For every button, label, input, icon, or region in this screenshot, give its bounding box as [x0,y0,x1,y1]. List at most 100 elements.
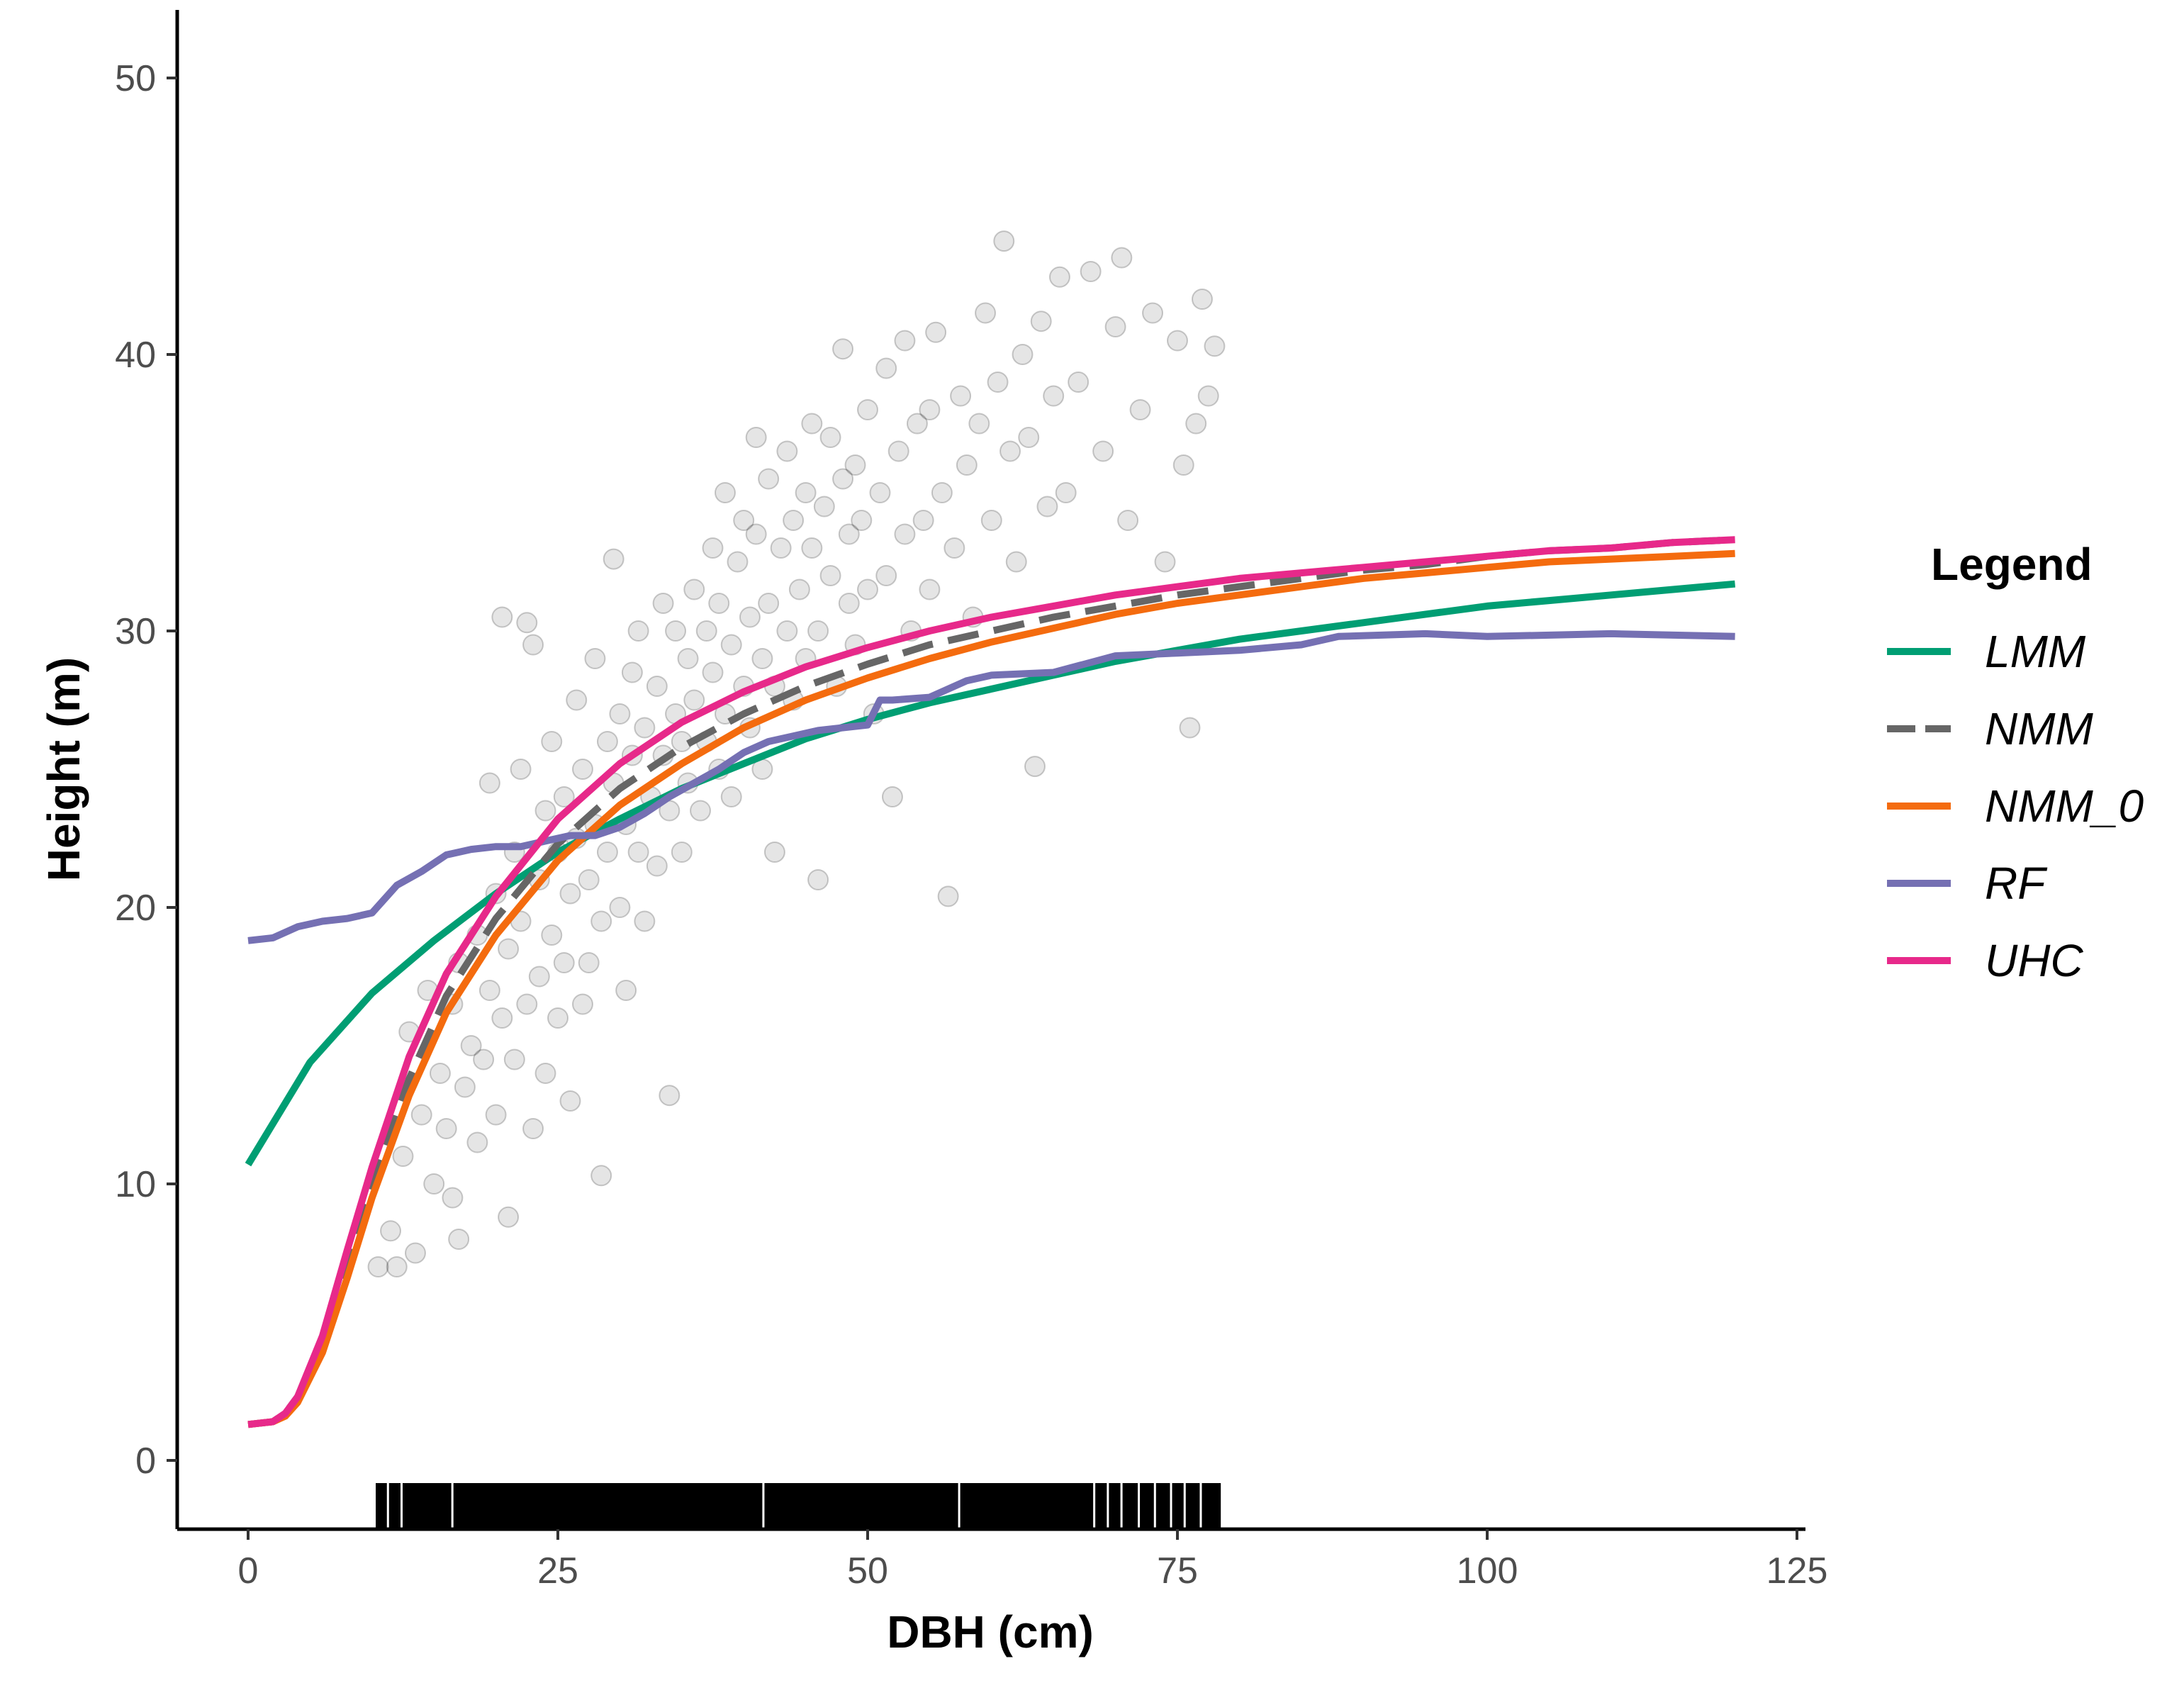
data-point [547,1007,569,1029]
data-point [516,993,538,1015]
data-point [1055,482,1077,503]
data-point [404,1242,426,1264]
x-axis-title: DBH (cm) [887,1606,1094,1657]
data-point [838,593,860,614]
data-point [1005,551,1027,573]
data-point [807,869,829,890]
data-point [615,980,637,1001]
data-point [671,842,693,863]
data-point [987,371,1009,393]
data-point [844,454,866,476]
data-point [776,620,798,642]
data-point [498,938,520,960]
rug-gap [1199,1483,1202,1528]
y-axis-title: Height (m) [38,657,89,881]
data-point [392,1146,414,1167]
data-point [690,800,712,822]
data-point [980,510,1002,531]
data-point [559,883,581,905]
data-point [590,910,612,932]
x-tick-label: 50 [847,1550,888,1592]
data-point [522,1118,544,1139]
data-point [1129,399,1151,420]
data-point [999,440,1021,462]
rug-band [376,1483,1221,1528]
data-point [646,676,668,697]
data-point [1043,385,1065,407]
data-point [912,510,934,531]
legend: Legend LMM NMM NMM_0 RF UHC [1887,539,2144,986]
data-point [380,1220,402,1242]
data-point [1179,717,1201,739]
data-point [1036,496,1058,518]
data-point [993,230,1015,252]
legend-items: LMM NMM NMM_0 RF UHC [1887,626,2144,986]
data-point [813,496,835,518]
data-point [776,440,798,462]
data-point [720,786,742,807]
rug-gap [958,1483,961,1528]
data-point [1104,316,1126,337]
data-point [720,634,742,656]
data-point [788,578,810,600]
data-point [478,980,500,1001]
data-point [1030,311,1052,332]
data-point [429,1063,451,1084]
rug-gap [1153,1483,1156,1528]
data-point [857,578,878,600]
data-point [906,413,928,435]
legend-label: UHC [1985,935,2083,986]
data-point [975,302,997,324]
x-tick-label: 100 [1457,1550,1518,1592]
data-point [541,731,563,752]
data-point [683,689,705,711]
legend-label: RF [1985,858,2048,909]
data-point [522,634,544,656]
data-point [1111,247,1133,269]
data-point [702,537,724,559]
rug-gap [762,1483,765,1528]
data-point [473,1049,495,1070]
data-point [1012,344,1034,365]
series-line-nmm-0 [247,549,1735,1428]
series-line-uhc [247,536,1735,1428]
data-point [1068,371,1090,393]
data-point [695,620,717,642]
y-tick-label: 20 [115,888,156,929]
data-point [652,593,674,614]
data-point [1018,427,1040,448]
data-point [819,565,841,586]
data-point [1167,330,1188,352]
data-point [578,952,600,973]
data-point [925,321,947,343]
data-point [627,842,649,863]
data-point [541,924,563,946]
data-point [727,551,749,573]
legend-title: Legend [1931,539,2093,590]
data-point [751,648,773,669]
rug-gap [451,1483,454,1528]
data-point [708,593,730,614]
data-point [435,1118,457,1139]
rug-gap [1093,1483,1096,1528]
data-point [534,800,556,822]
data-point [466,1131,488,1153]
series-line-rf [247,630,1735,944]
data-point [968,413,990,435]
data-point [851,510,873,531]
data-point [571,993,593,1015]
data-point [386,1256,408,1277]
data-point [801,413,823,435]
x-tick-label: 125 [1766,1550,1828,1592]
rug-gap [1138,1483,1141,1528]
rug-gap [1170,1483,1172,1528]
series-line-lmm [245,580,1736,1167]
data-point [931,482,953,503]
data-point [566,689,588,711]
data-point [367,1256,389,1277]
data-point [609,897,631,918]
rug-gap [1183,1483,1186,1528]
data-point [1117,510,1139,531]
data-point [528,966,550,988]
